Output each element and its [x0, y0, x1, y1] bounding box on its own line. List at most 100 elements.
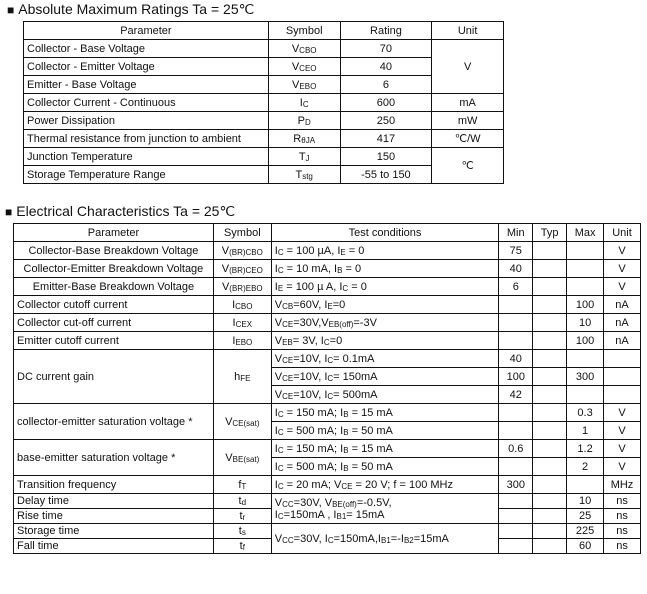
header-rating: Rating: [339, 21, 433, 40]
min-cell: [498, 421, 534, 440]
max-cell: [566, 475, 605, 494]
min-cell: 0.6: [498, 439, 534, 458]
text: V: [221, 262, 230, 275]
subscript: B: [343, 445, 349, 455]
subscript: CB: [282, 301, 294, 311]
parameter-cell: collector-emitter saturation voltage *: [13, 403, 214, 440]
symbol-cell: V(BR)CBO: [212, 241, 272, 260]
subscript: d: [241, 498, 247, 507]
text: V: [292, 78, 300, 91]
min-cell: [498, 295, 534, 314]
typ-cell: [532, 313, 568, 332]
subscript: FE: [240, 373, 251, 383]
header-row: Parameter Symbol Test conditions Min Typ Max U…: [13, 223, 641, 242]
unit-cell: mW: [431, 111, 504, 130]
header-parameter: Parameter: [23, 21, 269, 40]
text: = 100 µ A, I: [283, 280, 343, 293]
unit-cell: ns: [603, 493, 641, 509]
symbol-cell: tr: [212, 508, 272, 524]
unit-cell: V: [603, 439, 641, 458]
min-cell: [498, 403, 534, 422]
min-cell: 300: [498, 475, 534, 494]
text: = 150 mA; I: [283, 406, 344, 419]
text: I: [274, 478, 278, 491]
text: t: [239, 510, 243, 522]
min-cell: [498, 538, 534, 554]
parameter-cell: Collector-Emitter Breakdown Voltage: [13, 259, 214, 278]
header-symbol: Symbol: [267, 21, 341, 40]
max-cell: 1: [566, 421, 605, 440]
text: V: [274, 298, 283, 311]
condition-cell: IC = 150 mA; IB = 15 mA: [270, 403, 500, 422]
symbol-cell: td: [212, 493, 272, 509]
text: I: [299, 96, 303, 109]
unit-cell: V: [603, 241, 641, 260]
parameter-cell: DC current gain: [13, 349, 214, 404]
subscript: C: [323, 337, 330, 347]
table-row: Collector-Base Breakdown Voltage V(BR)CBO…: [13, 241, 641, 260]
abs-max-heading-text: Absolute Maximum Ratings Ta = 25℃: [18, 1, 255, 17]
unit-cell: nA: [603, 313, 641, 332]
typ-cell: [532, 403, 568, 422]
subscript: B: [343, 463, 349, 473]
condition-cell: VCE=10V, IC= 150mA: [270, 367, 500, 386]
text: = 50 mA: [348, 424, 393, 437]
typ-cell: [532, 508, 568, 524]
subscript: EBO: [299, 81, 317, 91]
table-row: DC current gain hFE VCE=10V, IC= 0.1mA 40: [13, 349, 641, 404]
max-cell: 1.2: [566, 439, 605, 458]
subscript: CC: [282, 535, 294, 545]
subscript: B1: [336, 511, 347, 521]
subscript: C: [327, 391, 334, 401]
table-row: Storage time ts VCC=30V, IC=150mA,IB1=-IB2…: [13, 523, 641, 554]
max-cell: 60: [566, 538, 605, 554]
text: =-0.5V,: [356, 496, 392, 509]
parameter-cell: Emitter-Base Breakdown Voltage: [13, 277, 214, 296]
subscript: EB: [282, 337, 293, 347]
table-row: Collector - Emitter Voltage VCEO 40: [23, 57, 504, 76]
table-row: Fall time tf 60 ns: [13, 538, 641, 554]
unit-cell: [603, 367, 641, 386]
min-cell: 42: [498, 385, 534, 404]
text: I: [232, 334, 236, 347]
unit-cell: MHz: [603, 475, 641, 494]
text: = 15 mA: [348, 406, 393, 419]
max-cell: [566, 259, 605, 278]
min-cell: [498, 523, 534, 539]
text: = 15 mA: [348, 442, 393, 455]
subscript: r: [242, 513, 246, 522]
text: =30V, I: [293, 532, 328, 545]
text: T: [298, 150, 306, 163]
unit-cell: ℃: [431, 147, 504, 184]
typ-cell: [532, 475, 568, 494]
typ-cell: [532, 277, 568, 296]
subscript: C: [327, 355, 334, 365]
table-row: Collector - Base Voltage VCBO 70 V: [23, 39, 504, 94]
header-unit: Unit: [431, 21, 504, 40]
text: = 10 mA, I: [283, 262, 338, 275]
condition-cell: IC = 500 mA; IB = 50 mA: [270, 457, 500, 476]
header-test-conditions: Test conditions: [270, 223, 500, 242]
text: V: [274, 388, 283, 401]
text: I: [232, 316, 236, 329]
text: =30V, V: [293, 496, 333, 509]
table-row: Emitter - Base Voltage VEBO 6: [23, 75, 504, 94]
rating-cell: 417: [339, 129, 433, 148]
subscript: C: [277, 247, 284, 257]
text: V: [225, 451, 233, 464]
symbol-cell: V(BR)EBO: [212, 277, 272, 296]
condition-cell: VEB= 3V, IC=0: [270, 331, 500, 350]
symbol-cell: fT: [212, 475, 272, 494]
subscript: CEX: [235, 319, 253, 329]
square-bullet-icon: ■: [5, 205, 13, 219]
typ-cell: [532, 331, 568, 350]
text: =-3V: [353, 316, 377, 329]
subscript: D: [304, 117, 311, 127]
text: = 0.1mA: [333, 352, 375, 365]
unit-cell: [603, 349, 641, 368]
unit-cell: ns: [603, 508, 641, 524]
parameter-cell: base-emitter saturation voltage *: [13, 439, 214, 476]
parameter-cell: Fall time: [13, 538, 214, 554]
max-cell: 100: [566, 331, 605, 350]
symbol-cell: VCE(sat): [212, 403, 272, 440]
